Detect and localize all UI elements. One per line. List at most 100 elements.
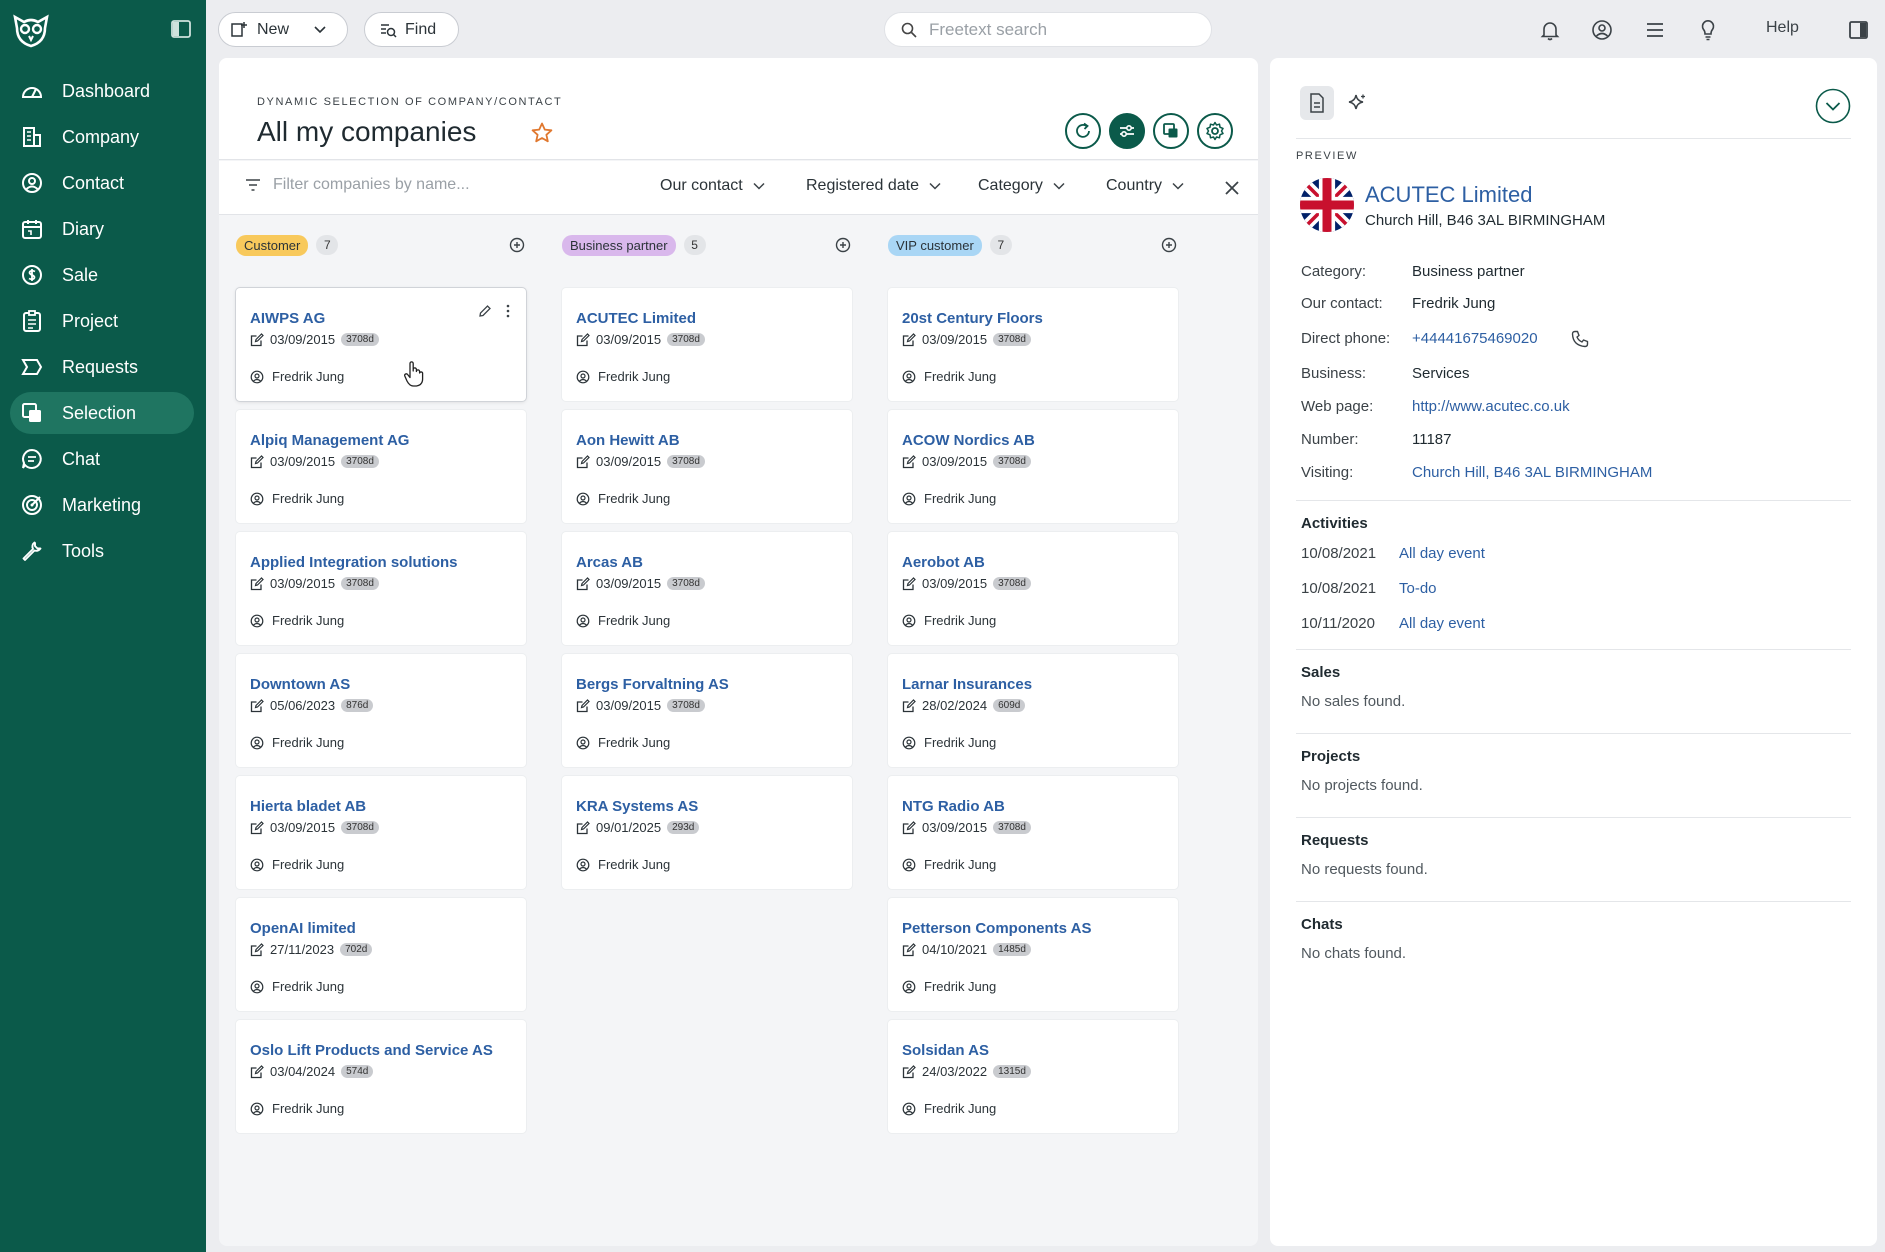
company-name-link[interactable]: Aerobot AB	[902, 554, 985, 571]
person-icon	[250, 858, 264, 871]
help-link[interactable]: Help	[1766, 19, 1799, 36]
sidebar-item-selection[interactable]: Selection	[10, 392, 194, 434]
preview-collapse-icon[interactable]	[1815, 88, 1851, 124]
company-name-link[interactable]: Hierta bladet AB	[250, 798, 367, 815]
activity-link[interactable]: All day event	[1399, 615, 1485, 632]
direct-phone-link[interactable]: +44441675469020	[1412, 330, 1538, 347]
sidebar-item-dashboard[interactable]: Dashboard	[10, 70, 194, 112]
company-name-link[interactable]: NTG Radio AB	[902, 798, 1005, 815]
web-page-link[interactable]: http://www.acutec.co.uk	[1412, 398, 1570, 415]
company-name-link[interactable]: Alpiq Management AG	[250, 432, 410, 449]
refresh-button[interactable]	[1065, 113, 1101, 149]
sidebar-item-contact[interactable]: Contact	[10, 162, 194, 204]
preview-company-name[interactable]: ACUTEC Limited	[1365, 182, 1533, 207]
company-name-link[interactable]: ACUTEC Limited	[576, 310, 696, 327]
preview-document-tab[interactable]	[1300, 86, 1334, 120]
sidebar-item-sale[interactable]: Sale	[10, 254, 194, 296]
sidebar-item-chat[interactable]: Chat	[10, 438, 194, 480]
star-favorite-icon[interactable]	[530, 121, 554, 145]
filter-toggle-button[interactable]	[1109, 113, 1145, 149]
company-name-link[interactable]: OpenAI limited	[250, 920, 356, 937]
panel-toggle-icon[interactable]	[1847, 18, 1871, 42]
company-name-link[interactable]: Oslo Lift Products and Service AS	[250, 1042, 493, 1059]
company-card[interactable]: ACOW Nordics AB 03/09/2015 3708d Fredrik Ju…	[888, 410, 1178, 523]
days-badge: 1485d	[993, 943, 1031, 956]
visiting-address-link[interactable]: Church Hill, B46 3AL BIRMINGHAM	[1412, 464, 1653, 481]
find-button[interactable]: Find	[364, 12, 459, 47]
sidebar-item-diary[interactable]: Diary	[10, 208, 194, 250]
lightbulb-icon[interactable]	[1696, 18, 1720, 42]
category-filter[interactable]: Category	[978, 177, 1065, 195]
company-card[interactable]: Petterson Components AS 04/10/2021 1485d Fr…	[888, 898, 1178, 1011]
company-name-link[interactable]: Aon Hewitt AB	[576, 432, 680, 449]
more-vertical-icon[interactable]	[506, 304, 510, 318]
sidebar-item-project[interactable]: Project	[10, 300, 194, 342]
company-card[interactable]: Applied Integration solutions 03/09/2015 3…	[236, 532, 526, 645]
days-badge: 3708d	[993, 333, 1031, 346]
company-card[interactable]: Oslo Lift Products and Service AS 03/04/2…	[236, 1020, 526, 1133]
add-circle-icon[interactable]	[834, 236, 852, 254]
company-name-link[interactable]: 20st Century Floors	[902, 310, 1043, 327]
our-contact-filter[interactable]: Our contact	[660, 177, 765, 195]
company-name-link[interactable]: Arcas AB	[576, 554, 643, 571]
clear-filters-icon[interactable]	[1223, 179, 1241, 197]
sidebar-item-marketing[interactable]: Marketing	[10, 484, 194, 526]
company-name-link[interactable]: AIWPS AG	[250, 310, 326, 327]
new-dropdown-button[interactable]	[301, 13, 347, 46]
sidebar-item-tools[interactable]: Tools	[10, 530, 194, 572]
registered-date: 24/03/2022 1315d	[902, 1064, 1031, 1079]
add-circle-icon[interactable]	[1160, 236, 1178, 254]
marketing-icon	[22, 495, 42, 515]
company-card[interactable]: Aerobot AB 03/09/2015 3708d Fredrik Jung	[888, 532, 1178, 645]
company-card[interactable]: AIWPS AG 03/09/2015 3708d Fredrik Jung	[236, 288, 526, 401]
company-name-link[interactable]: ACOW Nordics AB	[902, 432, 1035, 449]
registered-date-filter[interactable]: Registered date	[806, 177, 941, 195]
company-name-link[interactable]: Applied Integration solutions	[250, 554, 458, 571]
company-card[interactable]: ACUTEC Limited 03/09/2015 3708d Fredrik Jun…	[562, 288, 852, 401]
country-filter[interactable]: Country	[1106, 177, 1184, 195]
filter-name-input[interactable]	[273, 176, 513, 194]
owl-logo-icon[interactable]	[12, 14, 50, 48]
sidebar-collapse-icon[interactable]	[171, 20, 191, 38]
company-name-link[interactable]: Solsidan AS	[902, 1042, 989, 1059]
contact-name: Fredrik Jung	[924, 491, 997, 506]
company-card[interactable]: Hierta bladet AB 03/09/2015 3708d Fredrik J…	[236, 776, 526, 889]
settings-button[interactable]	[1197, 113, 1233, 149]
bell-icon[interactable]	[1538, 18, 1562, 42]
preview-ai-tab[interactable]	[1340, 86, 1374, 120]
sidebar-item-company[interactable]: Company	[10, 116, 194, 158]
activity-link[interactable]: To-do	[1399, 580, 1437, 597]
view-toggle-button[interactable]	[1153, 113, 1189, 149]
person-icon	[250, 370, 264, 383]
company-card[interactable]: Larnar Insurances 28/02/2024 609d Fredrik J…	[888, 654, 1178, 767]
our-contact: Fredrik Jung	[902, 613, 996, 628]
user-profile-icon[interactable]	[1590, 18, 1614, 42]
company-card[interactable]: Arcas AB 03/09/2015 3708d Fredrik Jung	[562, 532, 852, 645]
phone-icon[interactable]	[1571, 330, 1589, 348]
company-card[interactable]: Solsidan AS 24/03/2022 1315d Fredrik Jung	[888, 1020, 1178, 1133]
company-card[interactable]: 20st Century Floors 03/09/2015 3708d Fredri…	[888, 288, 1178, 401]
company-name-link[interactable]: Bergs Forvaltning AS	[576, 676, 729, 693]
company-card[interactable]: OpenAI limited 27/11/2023 702d Fredrik Jung	[236, 898, 526, 1011]
contact-name: Fredrik Jung	[272, 735, 345, 750]
company-card[interactable]: Alpiq Management AG 03/09/2015 3708d Fredri…	[236, 410, 526, 523]
company-name-link[interactable]: Larnar Insurances	[902, 676, 1033, 693]
sidebar-item-requests[interactable]: Requests	[10, 346, 194, 388]
add-circle-icon[interactable]	[508, 236, 526, 254]
company-card[interactable]: KRA Systems AS 09/01/2025 293d Fredrik Jung	[562, 776, 852, 889]
menu-icon[interactable]	[1643, 18, 1667, 42]
person-icon	[902, 370, 916, 383]
activity-link[interactable]: All day event	[1399, 545, 1485, 562]
company-card[interactable]: Aon Hewitt AB 03/09/2015 3708d Fredrik Jung	[562, 410, 852, 523]
company-name-link[interactable]: Downtown AS	[250, 676, 351, 693]
company-card[interactable]: NTG Radio AB 03/09/2015 3708d Fredrik Jung	[888, 776, 1178, 889]
sidebar-item-label: Tools	[62, 540, 105, 561]
company-name-link[interactable]: Petterson Components AS	[902, 920, 1092, 937]
company-card[interactable]: Downtown AS 05/06/2023 876d Fredrik Jung	[236, 654, 526, 767]
pencil-icon[interactable]	[478, 304, 492, 318]
gear-icon	[1206, 121, 1224, 141]
new-button[interactable]: New	[219, 13, 301, 46]
search-input[interactable]	[929, 19, 1189, 40]
company-name-link[interactable]: KRA Systems AS	[576, 798, 699, 815]
company-card[interactable]: Bergs Forvaltning AS 03/09/2015 3708d Fredr…	[562, 654, 852, 767]
